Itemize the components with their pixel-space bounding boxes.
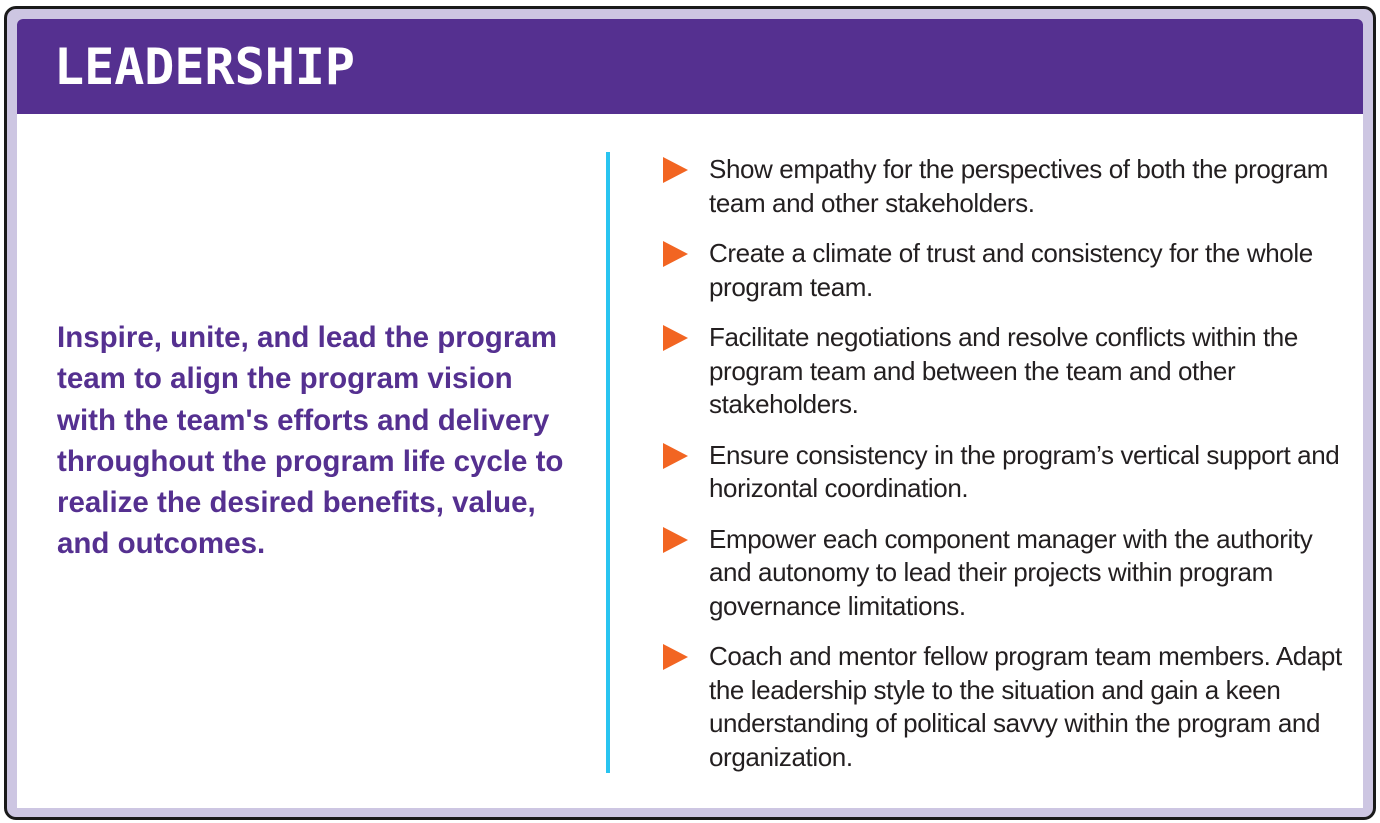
list-item-text: Show empathy for the perspectives of bot… (709, 154, 1329, 218)
triangle-right-icon (663, 442, 688, 469)
list-item-text: Facilitate negotiations and resolve conf… (709, 322, 1298, 419)
list-item-text: Create a climate of trust and consistenc… (709, 238, 1313, 302)
divider (606, 152, 610, 773)
triangle-right-icon (663, 325, 688, 351)
list-item: Coach and mentor fellow program team mem… (663, 640, 1343, 774)
list-item: Create a climate of trust and consistenc… (663, 237, 1343, 304)
header-bar: LEADERSHIP (17, 19, 1363, 114)
leadership-card: LEADERSHIP Inspire, unite, and lead the … (17, 19, 1363, 808)
list-item: Show empathy for the perspectives of bot… (663, 153, 1343, 220)
page-title: LEADERSHIP (54, 38, 356, 96)
triangle-right-icon (663, 526, 688, 553)
bullet-list: Show empathy for the perspectives of bot… (663, 153, 1343, 791)
list-item-text: Empower each component manager with the … (709, 523, 1313, 621)
list-item: Empower each component manager with the … (663, 523, 1343, 624)
lead-statement: Inspire, unite, and lead the program tea… (57, 321, 564, 561)
list-item: Ensure consistency in the program’s vert… (663, 439, 1343, 506)
list-item-text: Coach and mentor fellow program team mem… (709, 641, 1342, 772)
list-item: Facilitate negotiations and resolve conf… (663, 321, 1343, 422)
triangle-right-icon (663, 157, 688, 183)
triangle-right-icon (663, 241, 688, 267)
triangle-right-icon (663, 644, 688, 670)
list-item-text: Ensure consistency in the program’s vert… (709, 439, 1340, 504)
